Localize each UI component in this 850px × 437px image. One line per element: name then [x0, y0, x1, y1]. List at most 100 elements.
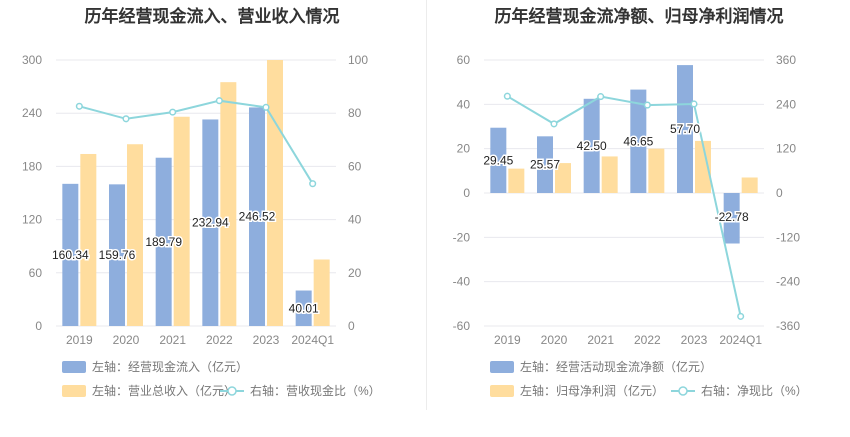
x-tick-label: 2021 — [587, 333, 614, 347]
legend-swatch — [227, 386, 237, 396]
data-label: 40.01 — [289, 301, 319, 315]
bar-primary — [537, 136, 553, 193]
bar-primary — [109, 184, 125, 326]
series-line — [506, 95, 742, 317]
y-left-tick-label: 240 — [22, 106, 42, 120]
y-left-tick-label: 60 — [29, 266, 43, 280]
y-right-tick-label: 100 — [348, 53, 368, 67]
bar-secondary — [313, 259, 330, 326]
right-chart: 历年经营现金流净额、归母净利润情况 60 360 40 240 20 120 0 0 -20 -1… — [453, 6, 808, 398]
line-point — [597, 93, 605, 101]
bar-primary — [723, 193, 740, 244]
right-chart-panel: 历年经营现金流净额、归母净利润情况 60 360 40 240 20 120 0 0 -20 -1… — [428, 0, 850, 437]
y-right-tick-label: 120 — [776, 142, 796, 156]
line-point — [643, 101, 651, 109]
bar-secondary — [555, 163, 571, 193]
line-point — [737, 312, 745, 320]
y-right-tick-label: -240 — [776, 275, 800, 289]
line-point — [75, 102, 83, 110]
x-tick-label: 2021 — [159, 333, 186, 347]
bar-secondary — [80, 153, 97, 326]
bar-primary — [155, 157, 172, 326]
bar-secondary — [220, 82, 237, 327]
bar-primary — [202, 119, 219, 326]
line-point — [690, 100, 698, 108]
bar-secondary — [601, 156, 618, 193]
x-tick-label: 2020 — [113, 333, 140, 347]
x-tick-label: 2024Q1 — [291, 333, 334, 347]
legend-label: 左轴：归母净利润（亿元） — [520, 383, 664, 398]
legend-label: 左轴：营业总收入（亿元） — [92, 383, 236, 398]
y-right-tick-label: 0 — [348, 319, 355, 333]
data-label: -22.78 — [715, 210, 749, 224]
x-tick-label: 2024Q1 — [719, 333, 762, 347]
left-chart-panel: 历年经营现金流入、营业收入情况 300 100 240 80 180 60 120 40 60 2… — [22, 6, 381, 398]
y-right-tick-label: 40 — [348, 213, 362, 227]
data-label: 232.94 — [192, 216, 229, 230]
data-label: 25.57 — [530, 158, 560, 172]
line-point — [122, 115, 130, 123]
data-label: 46.65 — [623, 134, 653, 148]
legend-swatch — [490, 385, 514, 397]
y-left-tick-label: 120 — [22, 213, 42, 227]
x-tick-label: 2022 — [634, 333, 661, 347]
bar-secondary — [741, 177, 758, 193]
data-label: 42.50 — [577, 139, 607, 153]
bar-secondary — [267, 60, 283, 326]
series-line — [79, 99, 314, 185]
data-label: 29.45 — [483, 153, 513, 167]
data-label: 57.70 — [670, 122, 700, 136]
y-left-tick-label: -40 — [453, 275, 471, 289]
y-left-tick-label: 60 — [457, 53, 471, 67]
left-chart: 历年经营现金流入、营业收入情况 300 100 240 80 180 60 120 40 60 2… — [22, 6, 381, 398]
line-point — [215, 97, 223, 105]
y-left-tick-label: -60 — [453, 319, 471, 333]
y-left-tick-label: 0 — [463, 186, 470, 200]
legend-label: 右轴：营收现金比（%） — [250, 383, 381, 398]
legend-label: 左轴：经营活动现金流净额（亿元） — [520, 359, 712, 374]
line-point — [262, 103, 270, 111]
legend-swatch — [62, 385, 86, 397]
y-right-tick-label: 20 — [348, 266, 362, 280]
bar-secondary — [508, 168, 525, 193]
line-point — [169, 108, 177, 116]
y-left-tick-label: 20 — [457, 142, 471, 156]
y-right-tick-label: 360 — [776, 53, 796, 67]
y-right-tick-label: 80 — [348, 106, 362, 120]
bar-primary — [249, 107, 265, 326]
line-point — [309, 180, 317, 188]
legend-label: 右轴：净现比（%） — [701, 383, 808, 398]
legend-swatch — [490, 361, 514, 373]
x-tick-label: 2020 — [541, 333, 568, 347]
chart-title: 历年经营现金流净额、归母净利润情况 — [495, 6, 784, 26]
y-left-tick-label: 180 — [22, 159, 42, 173]
chart-title: 历年经营现金流入、营业收入情况 — [85, 6, 340, 26]
y-left-tick-label: -20 — [453, 230, 471, 244]
y-left-tick-label: 300 — [22, 53, 42, 67]
x-tick-label: 2019 — [66, 333, 93, 347]
legend-swatch — [678, 386, 688, 396]
y-right-tick-label: -120 — [776, 230, 800, 244]
bar-primary — [295, 290, 312, 326]
legend-swatch — [62, 361, 86, 373]
x-tick-label: 2023 — [253, 333, 280, 347]
bar-secondary — [648, 148, 665, 193]
bar-primary — [677, 65, 693, 193]
data-label: 246.52 — [239, 210, 276, 224]
y-left-tick-label: 0 — [35, 319, 42, 333]
y-right-tick-label: 240 — [776, 97, 796, 111]
bar-secondary — [173, 116, 190, 326]
data-label: 159.76 — [99, 248, 136, 262]
line-point — [550, 120, 558, 128]
y-left-tick-label: 40 — [457, 97, 471, 111]
x-tick-label: 2023 — [681, 333, 708, 347]
x-tick-label: 2022 — [206, 333, 233, 347]
bar-primary — [583, 98, 600, 193]
line-point — [503, 92, 511, 100]
bar-secondary — [695, 140, 711, 193]
panel-divider — [426, 0, 427, 410]
bar-secondary — [127, 144, 143, 326]
bar-primary — [490, 127, 507, 193]
y-right-tick-label: 60 — [348, 159, 362, 173]
x-tick-label: 2019 — [494, 333, 521, 347]
